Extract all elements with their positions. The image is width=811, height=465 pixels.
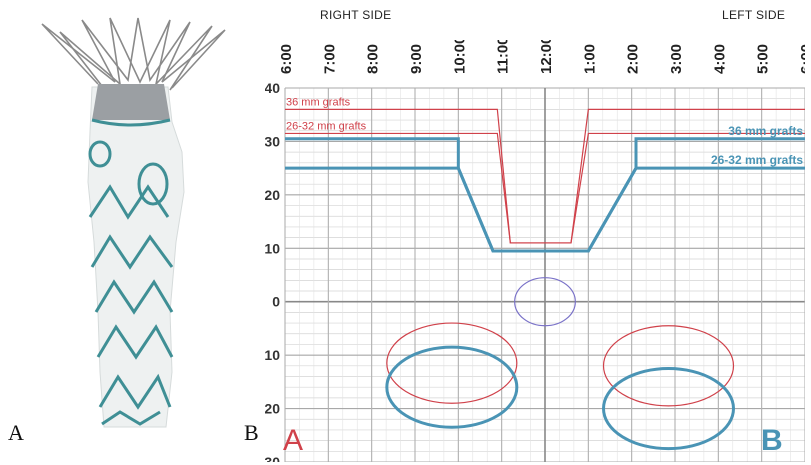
series-label: 26-32 mm grafts xyxy=(286,120,367,132)
y-tick-labels: 40 30 20 10 0 -10 -20 -30 xyxy=(265,80,280,462)
x-tick-label: 7:00 xyxy=(321,44,338,74)
fenestration-circle xyxy=(602,325,735,407)
x-tick-label: 10:00 xyxy=(451,40,468,74)
x-tick-label: 6:00 xyxy=(798,44,805,74)
y-tick-label: -30 xyxy=(265,454,280,462)
clock-position-chart: 6:00 7:00 8:00 9:00 10:00 11:00 12:00 1:00 2:00 3… xyxy=(265,40,805,462)
x-tick-labels: 6:00 7:00 8:00 9:00 10:00 11:00 12:00 1:00 2:00 3… xyxy=(278,40,805,74)
x-tick-label: 4:00 xyxy=(711,44,728,74)
right-side-label: RIGHT SIDE xyxy=(320,8,392,22)
series-line xyxy=(285,132,805,244)
stent-rings xyxy=(88,118,174,426)
graft-top-section xyxy=(92,84,170,120)
x-tick-label: 5:00 xyxy=(755,44,772,74)
x-tick-label: 3:00 xyxy=(668,44,685,74)
fenestration-circle xyxy=(386,322,518,404)
chart-grid xyxy=(284,87,805,462)
suprarenal-crown xyxy=(41,17,226,91)
y-tick-label: -20 xyxy=(265,401,280,417)
y-tick-label: 30 xyxy=(265,133,280,149)
fenestration-circle xyxy=(385,345,519,429)
fenestration-circles xyxy=(385,277,735,451)
x-tick-label: 8:00 xyxy=(365,44,382,74)
x-tick-label: 11:00 xyxy=(495,40,512,74)
fenestration-circle xyxy=(602,367,735,451)
y-tick-label: 40 xyxy=(265,80,280,96)
y-tick-label: 10 xyxy=(265,240,280,256)
x-tick-label: 9:00 xyxy=(408,44,425,74)
y-tick-label: 0 xyxy=(272,294,280,310)
chart-corner-label-b: B xyxy=(761,424,783,457)
series-label: 26-32 mm grafts xyxy=(711,153,803,167)
stent-graft-image xyxy=(41,17,226,428)
series-label: 36 mm grafts xyxy=(728,124,803,138)
panel-label-a: A xyxy=(8,420,24,445)
y-tick-label: -10 xyxy=(265,347,280,363)
series-label: 36 mm grafts xyxy=(286,96,351,108)
left-side-label: LEFT SIDE xyxy=(722,8,786,22)
series-line xyxy=(285,166,805,253)
fenestration-circle xyxy=(514,277,576,327)
panel-label-b: B xyxy=(244,420,259,445)
x-tick-label: 2:00 xyxy=(625,44,642,74)
x-tick-label: 6:00 xyxy=(278,44,295,74)
x-tick-label: 12:00 xyxy=(538,40,555,74)
graft-series: 36 mm grafts 26-32 mm grafts 36 mm grafts 2… xyxy=(285,96,805,253)
x-tick-label: 1:00 xyxy=(581,44,598,74)
y-tick-label: 20 xyxy=(265,187,280,203)
chart-corner-label-a: A xyxy=(283,424,303,457)
